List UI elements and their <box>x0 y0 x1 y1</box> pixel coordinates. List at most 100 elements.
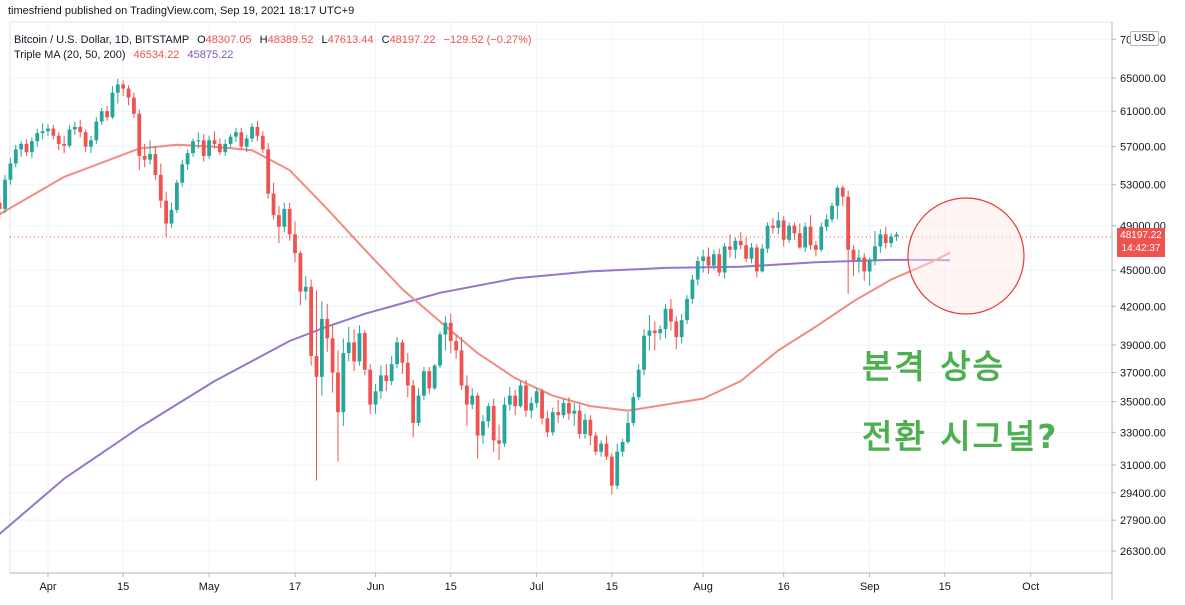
high-value: 48389.52 <box>267 34 314 46</box>
low-value: 47613.44 <box>327 34 374 46</box>
candle <box>679 313 684 344</box>
candle <box>771 218 775 234</box>
candle <box>411 379 416 438</box>
candle <box>389 355 394 386</box>
candle <box>889 233 893 248</box>
candle <box>352 329 356 372</box>
low-label: L <box>321 34 328 46</box>
candle <box>373 383 378 414</box>
change-value: −129.52 (−0.27%) <box>443 34 532 46</box>
candle <box>647 315 652 351</box>
candle <box>142 143 147 168</box>
y-tick-label: 61000.00 <box>1120 106 1166 118</box>
candle <box>8 157 13 185</box>
candle <box>282 202 287 233</box>
candle <box>642 329 646 376</box>
candle <box>701 249 706 273</box>
candle <box>40 123 45 140</box>
candle <box>169 202 174 228</box>
candle <box>83 129 88 153</box>
candle <box>201 133 206 162</box>
candle <box>529 397 534 419</box>
candle <box>416 388 421 427</box>
candle <box>336 350 340 462</box>
candle <box>631 392 636 427</box>
x-tick-label: Oct <box>1022 581 1039 593</box>
candle <box>438 331 442 369</box>
candle <box>695 256 700 286</box>
close-value: 48197.22 <box>389 34 436 46</box>
y-tick-label: 29400.00 <box>1120 488 1166 500</box>
ma50-value: 46534.22 <box>133 49 180 61</box>
candles <box>0 78 899 495</box>
candle <box>46 124 50 136</box>
candle <box>797 223 802 249</box>
candle <box>432 364 437 390</box>
y-tick-label: 37000.00 <box>1120 368 1166 380</box>
candle <box>491 398 496 452</box>
y-tick-label: 53000.00 <box>1120 180 1166 192</box>
candle <box>72 121 77 135</box>
candle <box>497 424 501 461</box>
candle <box>550 407 555 436</box>
ma200-value: 45875.22 <box>187 49 234 61</box>
candle <box>669 298 673 331</box>
candle <box>105 106 109 121</box>
candle <box>271 182 276 220</box>
candle <box>400 339 405 374</box>
candle <box>234 127 238 143</box>
candle <box>663 303 668 339</box>
countdown-value: 14:42:37 <box>1121 243 1161 254</box>
candle <box>636 364 641 401</box>
candle <box>19 141 24 157</box>
candle <box>513 389 518 416</box>
x-tick-label: 15 <box>606 581 618 593</box>
y-tick-label: 35000.00 <box>1120 397 1166 409</box>
candle <box>137 109 142 171</box>
candle <box>685 295 689 325</box>
candle <box>110 86 115 119</box>
candle <box>448 313 453 354</box>
legend: Bitcoin / U.S. Dollar, 1D, BITSTAMP O483… <box>14 33 532 63</box>
candle <box>13 144 18 168</box>
candle <box>475 392 480 459</box>
annotation-line-1: 본격 상승 <box>862 347 1005 386</box>
candle <box>405 353 410 398</box>
candle <box>212 131 217 149</box>
candle <box>561 398 566 419</box>
candle <box>126 85 131 106</box>
x-tick-label: May <box>199 581 220 593</box>
y-tick-label: 33000.00 <box>1120 427 1166 439</box>
candle <box>781 216 786 247</box>
candle <box>443 316 448 351</box>
currency-button[interactable]: USD <box>1130 31 1160 46</box>
x-tick-label: Apr <box>39 581 56 593</box>
candle <box>24 139 29 156</box>
legend-ma-row: Triple MA (20, 50, 200) 46534.22 45875.2… <box>14 48 532 63</box>
candle <box>776 212 781 235</box>
x-tick-label: Jul <box>530 581 544 593</box>
candle <box>620 438 625 457</box>
candle <box>379 365 383 399</box>
candle <box>121 80 126 96</box>
candle <box>518 381 523 408</box>
symbol-name: Bitcoin / U.S. Dollar, 1D, BITSTAMP <box>14 34 190 46</box>
candle <box>824 214 829 232</box>
candle <box>298 250 303 306</box>
candle <box>368 364 373 414</box>
candle <box>760 244 765 273</box>
candle <box>717 248 722 277</box>
x-tick-label: Sep <box>860 581 880 593</box>
candle <box>572 403 577 427</box>
candle <box>524 379 528 417</box>
candle <box>174 179 179 214</box>
candle <box>690 274 695 304</box>
candle <box>749 243 754 264</box>
candle <box>153 146 158 180</box>
candle <box>733 237 738 259</box>
candle <box>260 131 265 154</box>
candle <box>728 234 732 258</box>
candle <box>164 191 169 237</box>
candle <box>56 132 61 151</box>
